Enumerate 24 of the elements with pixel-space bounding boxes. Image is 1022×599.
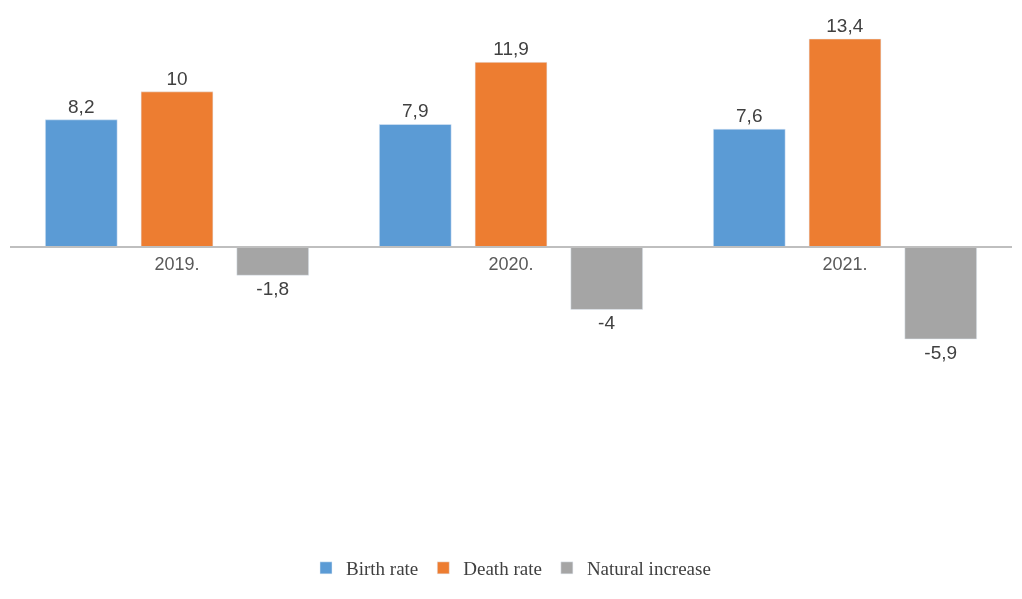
x-tick-label: 2019. xyxy=(154,253,200,274)
data-label: -1,8 xyxy=(256,278,290,300)
bar xyxy=(474,62,548,248)
legend-label: Death rate xyxy=(463,558,542,580)
data-label: 11,9 xyxy=(493,38,529,60)
bar xyxy=(570,247,643,310)
x-tick-label: 2020. xyxy=(488,253,534,274)
data-label: -4 xyxy=(598,312,616,334)
data-label: 7,6 xyxy=(736,105,763,127)
bar xyxy=(904,247,977,340)
bar xyxy=(45,119,118,248)
legend-label: Birth rate xyxy=(346,558,419,580)
bar xyxy=(236,247,309,276)
data-label: 8,2 xyxy=(68,95,95,117)
bar xyxy=(379,124,452,248)
legend-label: Natural increase xyxy=(586,558,711,580)
x-tick-label: 2021. xyxy=(822,253,868,274)
bar xyxy=(713,128,786,248)
data-label: 13,4 xyxy=(826,15,864,36)
data-label: 7,9 xyxy=(402,100,429,122)
bar xyxy=(808,38,882,248)
bar xyxy=(140,91,214,248)
data-label: -5,9 xyxy=(924,342,958,363)
data-label: 10 xyxy=(166,67,188,89)
